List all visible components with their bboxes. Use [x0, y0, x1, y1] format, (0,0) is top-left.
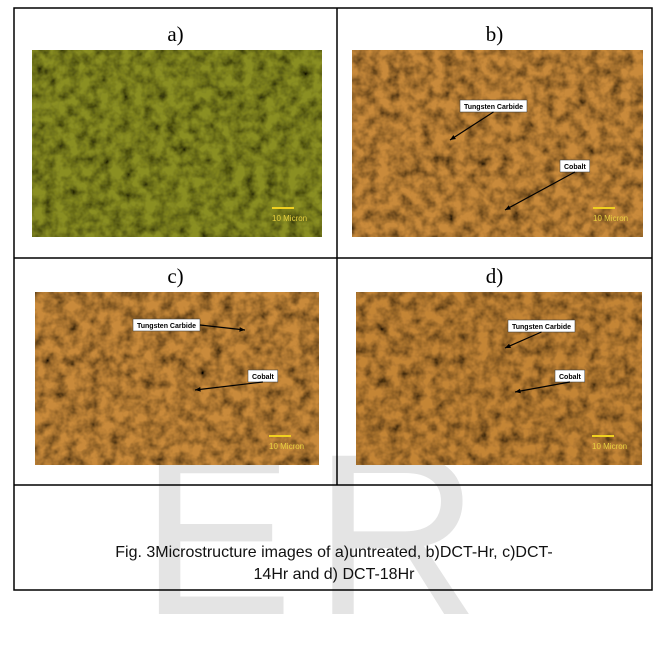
panel-label: c) [14, 264, 337, 289]
caption: 14Hr and d) DCT-18Hr [14, 566, 654, 584]
annotation: Cobalt [564, 164, 586, 171]
annotation: Cobalt [559, 374, 581, 381]
scale-text: 10 Micron [592, 442, 627, 451]
annotation: Tungsten Carbide [137, 323, 196, 330]
panel-label: b) [337, 22, 652, 47]
micrograph [356, 292, 642, 465]
scale-text: 10 Micron [269, 442, 304, 451]
panel-label: d) [337, 264, 652, 289]
scale-text: 10 Micron [272, 214, 307, 223]
caption: Fig. 3Microstructure images of a)untreat… [14, 544, 654, 562]
annotation: Tungsten Carbide [512, 324, 571, 331]
panel-label: a) [14, 22, 337, 47]
annotation: Cobalt [252, 374, 274, 381]
figure-frame: 10 Micron 10 Micron Tungsten Carbide Cobalt… [0, 0, 661, 591]
scale-text: 10 Micron [593, 214, 628, 223]
annotation: Tungsten Carbide [464, 104, 523, 111]
